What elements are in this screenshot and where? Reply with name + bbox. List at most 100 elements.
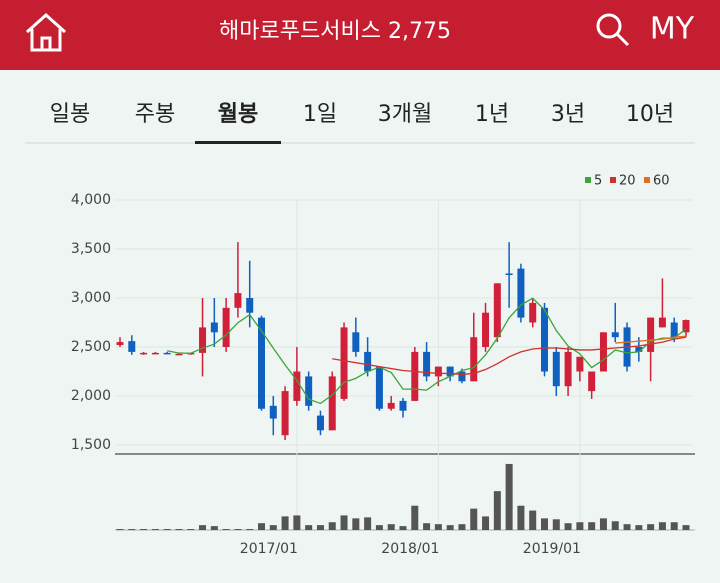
tab[interactable]: 일봉	[50, 102, 90, 127]
moving-average-line	[167, 297, 687, 405]
candle-body	[458, 371, 466, 382]
volume-bar	[623, 524, 631, 530]
search-button[interactable]	[596, 13, 630, 47]
candle-body	[446, 366, 454, 377]
tab[interactable]: 3개월	[378, 102, 432, 127]
candle-body	[352, 332, 360, 352]
candle-body	[375, 366, 383, 409]
candle-body	[222, 307, 230, 347]
volume-bar	[187, 529, 195, 530]
volume-bar	[576, 522, 584, 530]
candle-body	[387, 402, 395, 409]
candle-body	[234, 293, 242, 308]
legend-swatch	[610, 177, 616, 183]
y-tick-label: 4,000	[71, 192, 111, 208]
candle-body	[116, 342, 124, 346]
candle-body	[293, 371, 301, 401]
volume-bar	[151, 529, 159, 530]
volume-bar	[258, 523, 265, 530]
candle-body	[658, 317, 666, 328]
volume-bar	[210, 526, 218, 530]
candle-body	[210, 322, 218, 333]
header-bar	[0, 0, 720, 70]
volume-bar	[387, 524, 395, 530]
candle-body	[517, 268, 525, 318]
volume-bar	[647, 524, 655, 530]
candle-body	[493, 283, 501, 338]
candle-body	[564, 351, 572, 387]
volume-bar	[328, 522, 336, 530]
candle-body	[423, 351, 431, 377]
candle-body	[411, 351, 419, 401]
legend-swatch	[585, 177, 591, 183]
header-title: 해마로푸드서비스 2,775	[219, 19, 451, 44]
x-tick-label: 2019/01	[523, 541, 581, 557]
volume-bar	[599, 518, 607, 530]
volume-bar	[140, 529, 148, 530]
volume-bar	[482, 516, 490, 530]
volume-bar	[305, 525, 313, 530]
volume-bar	[658, 522, 666, 530]
candle-body	[505, 273, 513, 275]
volume-bar	[434, 524, 442, 530]
volume-bar	[316, 525, 324, 530]
volume-bar	[611, 521, 619, 530]
candle-body	[175, 353, 183, 356]
volume-bar	[399, 526, 407, 530]
volume-bar	[682, 525, 690, 530]
candle-body	[635, 347, 643, 352]
candle-body	[305, 376, 313, 406]
candle-body	[470, 337, 478, 382]
volume-bar	[352, 518, 360, 530]
moving-average-line	[615, 335, 687, 344]
candle-body	[434, 366, 442, 377]
candle-body	[399, 400, 407, 411]
volume-bar	[505, 463, 513, 530]
x-tick-label: 2017/01	[240, 541, 298, 557]
tab[interactable]: 1년	[475, 102, 509, 127]
y-tick-label: 2,000	[71, 388, 111, 404]
volume-bar	[588, 522, 596, 530]
volume-bar	[222, 529, 230, 530]
menu-button[interactable]: MY	[650, 12, 695, 47]
volume-bar	[175, 529, 183, 530]
tab[interactable]: 1일	[303, 102, 337, 127]
volume-bar	[340, 515, 348, 530]
tab[interactable]: 월봉	[218, 102, 258, 127]
volume-bar	[269, 525, 277, 530]
home-button[interactable]	[25, 12, 67, 52]
y-tick-label: 3,000	[71, 290, 111, 306]
volume-bar	[246, 529, 254, 530]
tab[interactable]: 3년	[551, 102, 585, 127]
volume-bar	[529, 510, 537, 530]
candle-body	[541, 307, 548, 372]
candle-body	[588, 371, 596, 392]
tab[interactable]: 주봉	[135, 102, 175, 127]
candle-body	[316, 415, 324, 431]
candle-body	[281, 391, 289, 436]
candle-body	[611, 332, 619, 338]
volume-bar	[163, 529, 171, 530]
volume-bar	[234, 529, 242, 530]
volume-bar	[375, 525, 383, 530]
candle-body	[670, 322, 678, 338]
volume-bar	[293, 515, 301, 530]
y-tick-label: 3,500	[71, 241, 111, 257]
candle-body	[269, 405, 277, 419]
candle-body	[340, 327, 348, 399]
volume-bar	[517, 505, 525, 530]
candle-body	[364, 351, 372, 372]
candle-body	[140, 352, 148, 355]
volume-bar	[446, 525, 454, 530]
volume-bar	[411, 505, 419, 530]
y-tick-label: 2,500	[71, 339, 111, 355]
volume-bar	[364, 517, 372, 530]
candle-body	[328, 376, 336, 431]
volume-bar	[470, 508, 478, 530]
search-icon	[596, 13, 622, 39]
tab[interactable]: 10년	[626, 102, 674, 127]
legend-label: 20	[619, 174, 636, 189]
candle-body	[128, 341, 136, 352]
volume-bar	[552, 519, 560, 530]
